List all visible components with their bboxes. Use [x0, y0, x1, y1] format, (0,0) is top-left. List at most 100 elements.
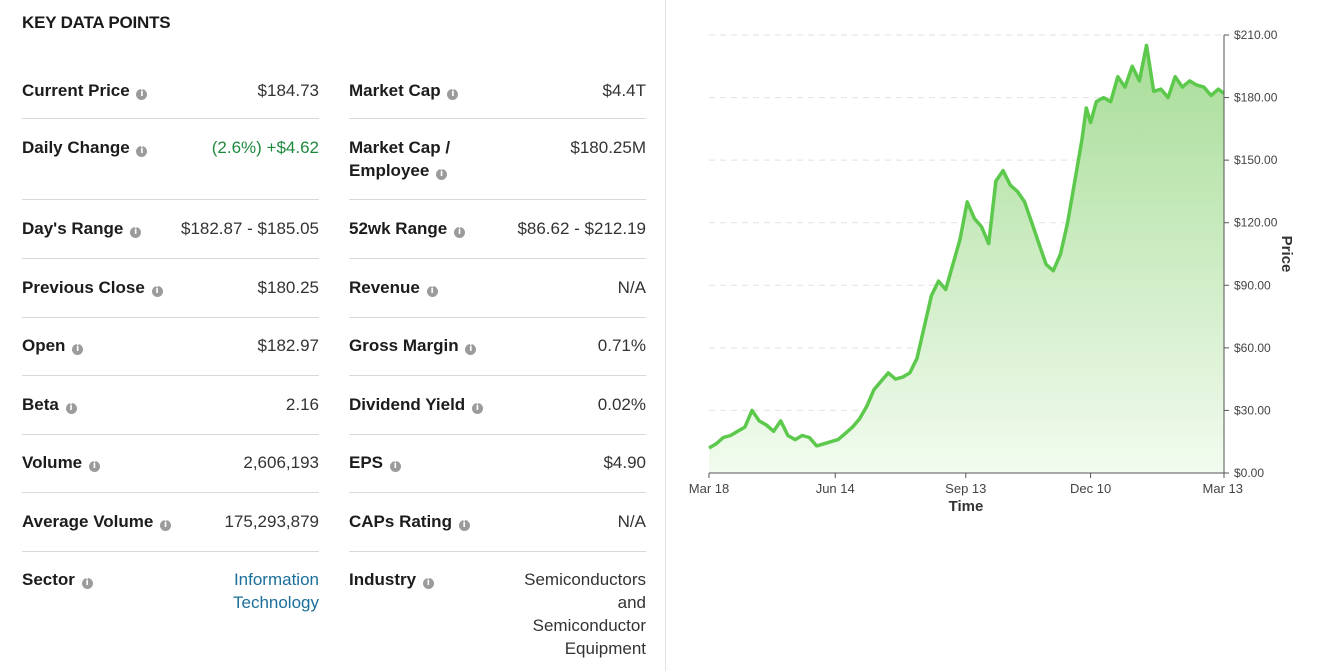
info-icon[interactable]: i: [151, 286, 163, 297]
y-axis-title: Price: [1278, 236, 1295, 273]
price-chart-panel: $0.00 $30.00 $60.00 $90.00 $120.00 $150.00 $18…: [667, 0, 1340, 671]
chart-area-layer: [708, 43, 1226, 474]
value-line: Equipment: [564, 639, 646, 658]
data-label-average-volume: Average Volume i: [22, 510, 172, 533]
info-icon[interactable]: i: [447, 89, 459, 100]
data-row-average-volume: Average Volume i 175,293,879: [22, 493, 319, 552]
label-text: Day's Range: [22, 219, 124, 238]
panel-title: KEY DATA POINTS: [22, 13, 171, 32]
info-icon[interactable]: i: [81, 578, 93, 589]
value-line[interactable]: Information: [233, 570, 319, 589]
label-text: Market Cap: [349, 81, 441, 100]
data-value-industry: Semiconductors and Semiconductor Equipment: [524, 568, 646, 660]
data-row-beta: Beta i 2.16: [22, 376, 319, 435]
value-line[interactable]: Technology: [232, 593, 319, 612]
info-icon[interactable]: i: [454, 227, 465, 238]
info-icon[interactable]: i: [88, 461, 100, 472]
x-tick-label: Mar 18: [689, 481, 729, 496]
info-icon[interactable]: i: [426, 286, 438, 297]
y-tick-label: $180.00: [1234, 91, 1278, 105]
value-line: and: [617, 593, 646, 612]
data-value-current-price: $184.73: [257, 81, 319, 100]
price-area-fill: [709, 45, 1224, 474]
label-text: Previous Close: [22, 278, 145, 297]
label-text: Revenue: [349, 278, 420, 297]
label-text: Industry: [349, 570, 417, 589]
y-tick-label: $120.00: [1234, 216, 1278, 230]
label-text: Employee: [349, 161, 430, 180]
info-icon[interactable]: i: [136, 146, 148, 157]
x-axis-title: Time: [949, 498, 984, 515]
data-row-sector: Sector i Information Technology: [22, 552, 319, 671]
data-value-sector[interactable]: Information Technology: [233, 568, 319, 614]
data-label-day-s-range: Day's Range i: [22, 217, 142, 240]
data-label-eps: EPS i: [349, 451, 401, 474]
price-chart[interactable]: $0.00 $30.00 $60.00 $90.00 $120.00 $150.00 $18…: [667, 0, 1340, 671]
data-label-revenue: Revenue i: [349, 276, 438, 299]
info-icon[interactable]: i: [458, 520, 470, 531]
key-data-panel: KEY DATA POINTS Current Price i $184.73 Da…: [0, 0, 666, 671]
info-icon[interactable]: i: [65, 403, 77, 414]
data-value-52wk-range: $86.62 - $212.19: [517, 219, 646, 238]
data-label-beta: Beta i: [22, 393, 77, 416]
label-text: Average Volume: [22, 512, 154, 531]
label-text: Open: [22, 336, 66, 355]
label-text: Current Price: [22, 81, 130, 100]
data-row-daily-change: Daily Change i (2.6%) +$4.62: [22, 119, 319, 200]
data-label-current-price: Current Price i: [22, 79, 148, 102]
data-row-caps-rating: CAPs Rating i N/A: [349, 493, 646, 552]
data-value-eps: $4.90: [603, 453, 646, 472]
y-tick-label: $210.00: [1234, 28, 1278, 42]
info-icon[interactable]: i: [160, 520, 172, 531]
info-icon[interactable]: i: [72, 344, 84, 355]
data-label-gross-margin: Gross Margin i: [349, 334, 477, 357]
data-value-volume: 2,606,193: [243, 453, 319, 472]
label-text: Market Cap /: [349, 138, 451, 157]
info-icon[interactable]: i: [465, 344, 477, 355]
chart-axes: [709, 35, 1225, 474]
data-label-caps-rating: CAPs Rating i: [349, 510, 470, 533]
data-value-market-cap-employee: $180.25M: [570, 138, 646, 157]
label-text: Dividend Yield: [349, 395, 466, 414]
data-label-sector: Sector i: [22, 568, 93, 591]
info-icon[interactable]: i: [130, 227, 142, 238]
data-label-daily-change: Daily Change i: [22, 136, 148, 159]
label-text: EPS: [349, 453, 384, 472]
info-icon[interactable]: i: [422, 578, 434, 589]
data-row-52wk-range: 52wk Range i $86.62 - $212.19: [349, 200, 646, 259]
data-value-market-cap: $4.4T: [602, 81, 646, 100]
info-icon[interactable]: i: [471, 403, 483, 414]
label-text: Sector: [22, 570, 75, 589]
x-tick-label: Mar 13: [1203, 481, 1243, 496]
value-line: Semiconductors: [524, 570, 646, 589]
x-axis-ticks: Mar 18 Jun 14 Sep 13 Dec 10 Mar 13: [689, 473, 1243, 496]
data-label-dividend-yield: Dividend Yield i: [349, 393, 483, 416]
label-text: Beta: [22, 395, 59, 414]
data-row-previous-close: Previous Close i $180.25: [22, 259, 319, 318]
info-icon[interactable]: i: [136, 89, 148, 100]
data-row-open: Open i $182.97: [22, 318, 319, 376]
x-tick-label: Jun 14: [816, 481, 855, 496]
label-text: Volume: [22, 453, 83, 472]
data-label-market-cap-employee: Market Cap / Employee i: [349, 136, 450, 182]
data-value-beta: 2.16: [285, 395, 319, 414]
data-row-market-cap: Market Cap i $4.4T: [349, 60, 646, 119]
label-text: Gross Margin: [349, 336, 459, 355]
data-row-current-price: Current Price i $184.73: [22, 60, 319, 119]
y-tick-label: $90.00: [1234, 278, 1271, 292]
y-tick-label: $30.00: [1234, 403, 1271, 417]
value-line: Semiconductor: [532, 616, 646, 635]
key-data-right-column: Market Cap i $4.4T Market Cap / Employee i $…: [349, 60, 646, 671]
data-label-open: Open i: [22, 334, 84, 357]
label-text: 52wk Range: [349, 219, 448, 238]
data-row-industry: Industry i Semiconductors and Semiconductor…: [349, 552, 646, 671]
info-icon[interactable]: i: [436, 169, 448, 180]
y-tick-label: $0.00: [1234, 466, 1264, 480]
info-icon[interactable]: i: [389, 461, 401, 472]
price-line[interactable]: [708, 43, 1226, 450]
data-label-previous-close: Previous Close i: [22, 276, 163, 299]
x-tick-label: Sep 13: [945, 481, 986, 496]
data-row-gross-margin: Gross Margin i 0.71%: [349, 318, 646, 376]
data-row-revenue: Revenue i N/A: [349, 259, 646, 318]
data-label-market-cap: Market Cap i: [349, 79, 459, 102]
